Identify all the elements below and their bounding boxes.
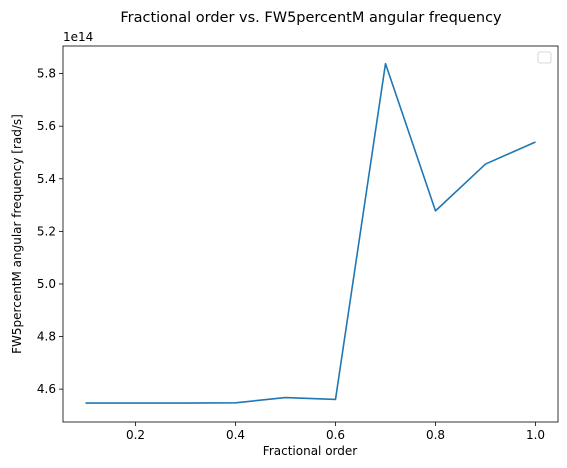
series-line [85,62,536,404]
series-layer [85,62,536,404]
y-axis-label: FW5percentM angular frequency [rad/s] [10,114,24,354]
y-tick-label: 4.6 [37,382,56,396]
plot-area [63,46,558,422]
x-axis-label: Fractional order [263,444,357,458]
x-tick-label: 1.0 [526,428,545,442]
x-tick-label: 0.2 [126,428,145,442]
chart-title: Fractional order vs. FW5percentM angular… [120,10,502,26]
y-tick-label: 5.8 [37,67,56,81]
x-tick-label: 0.4 [226,428,245,442]
y-tick-label: 5.4 [37,172,56,186]
y-tick-label: 5.6 [37,119,56,133]
y-offset-label: 1e14 [63,30,93,44]
y-tick-label: 5.0 [37,277,56,291]
legend-box [537,51,552,64]
x-tick-label: 0.8 [426,428,445,442]
x-ticks: 0.2 0.4 0.6 0.8 1.0 [126,422,545,442]
y-ticks: 4.6 4.8 5.0 5.2 5.4 5.6 5.8 [37,67,63,396]
y-tick-label: 5.2 [37,224,56,238]
x-tick-label: 0.6 [326,428,345,442]
y-tick-label: 4.8 [37,330,56,344]
plot-frame [62,45,559,423]
